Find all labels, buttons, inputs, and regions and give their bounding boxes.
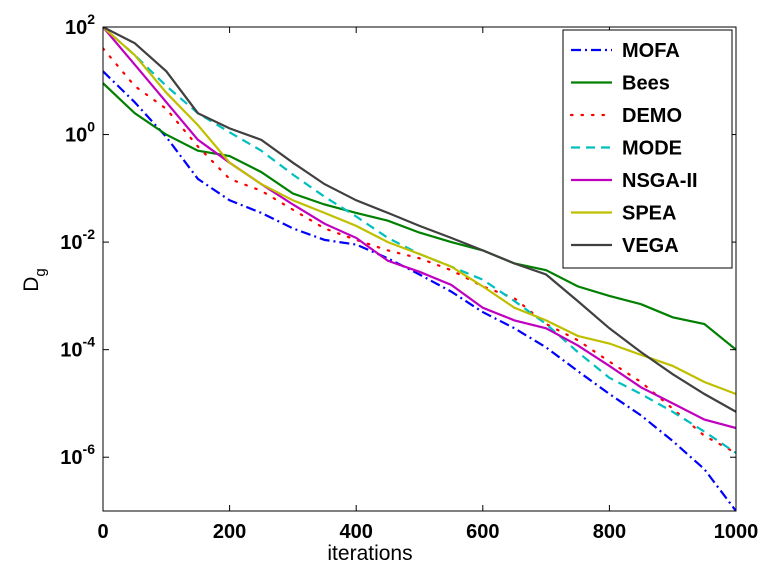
series-line-spea [103, 27, 736, 396]
tick-layer [102, 26, 737, 511]
legend-item-demo: DEMO [569, 105, 682, 127]
legend-item-nsga-ii: NSGA-II [571, 170, 698, 192]
legend-item-bees: Bees [571, 73, 670, 95]
x-tick-label: 200 [213, 521, 246, 543]
series-line-mofa [103, 70, 736, 511]
legend-item-spea: SPEA [571, 203, 676, 225]
y-axis-title-main: D [20, 277, 43, 292]
x-tick-label: 1000 [714, 521, 759, 543]
x-tick-label: 800 [593, 521, 626, 543]
series-layer [103, 27, 736, 511]
x-tick-label: 600 [466, 521, 499, 543]
x-tick-labels: 0 200 400 600 800 1000 [97, 521, 758, 543]
legend-label: SPEA [622, 203, 676, 225]
legend-label: MOFA [622, 40, 680, 62]
legend-item-mofa: MOFA [571, 40, 680, 62]
legend-label: Bees [622, 73, 670, 95]
legend-label: DEMO [622, 105, 682, 127]
legend-item-mode: MODE [571, 138, 682, 160]
y-tick-label: 102 [65, 11, 95, 39]
series-line-demo [103, 47, 736, 455]
series-line-nsga-ii [103, 27, 736, 430]
legend-box [562, 29, 733, 269]
axes-box [102, 26, 737, 512]
series-line-bees [103, 82, 736, 351]
x-tick-label: 0 [97, 521, 108, 543]
legend: MOFA Bees DEMO MODE NSGA-II SPEA VEGA [562, 29, 733, 269]
y-tick-label: 10-6 [60, 441, 95, 469]
y-tick-label: 10-4 [60, 334, 95, 362]
y-tick-label: 100 [65, 119, 95, 147]
x-tick-label: 400 [340, 521, 373, 543]
legend-label: NSGA-II [622, 170, 698, 192]
y-tick-label: 10-2 [60, 226, 95, 254]
y-tick-labels: 102 100 10-2 10-4 10-6 [60, 11, 95, 469]
y-axis-title: Dg [20, 268, 49, 292]
legend-label: VEGA [622, 235, 679, 257]
series-line-vega [103, 27, 736, 413]
legend-label: MODE [622, 138, 682, 160]
legend-item-vega: VEGA [571, 235, 679, 257]
svg-text:Dg: Dg [20, 268, 49, 292]
x-axis-title: iterations [327, 542, 412, 565]
y-axis-title-subscript: g [32, 268, 49, 276]
